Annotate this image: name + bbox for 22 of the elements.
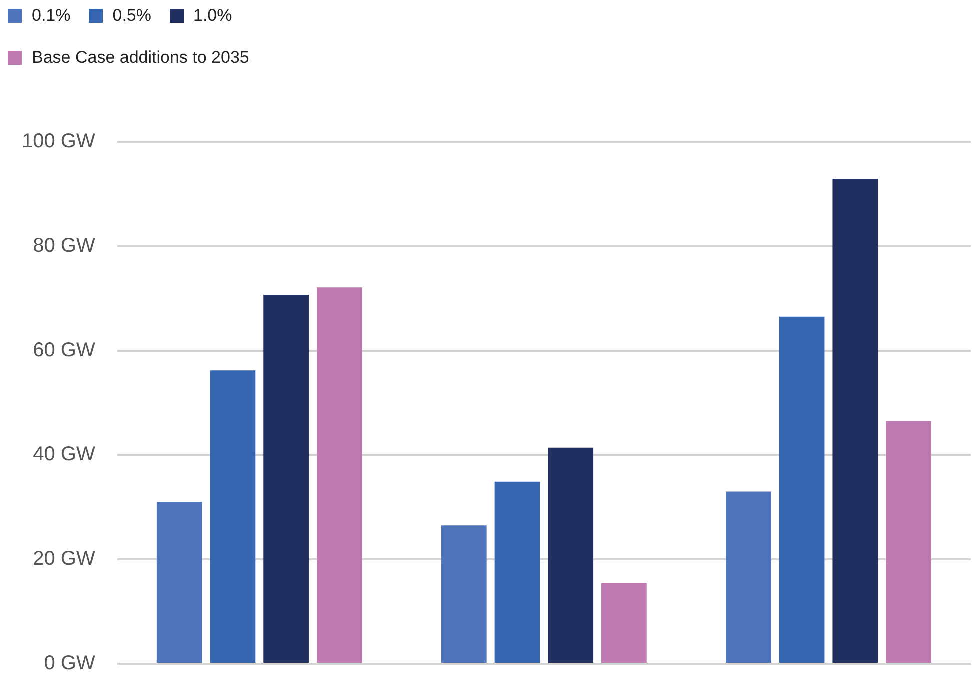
y-tick-label: 80 GW	[33, 234, 96, 257]
y-tick-label: 40 GW	[33, 444, 96, 466]
y-tick-label: 20 GW	[33, 548, 96, 570]
bar	[602, 583, 647, 663]
y-tick-label: 60 GW	[33, 339, 96, 362]
bar	[210, 370, 256, 663]
legend-label: Base Case additions to 2035	[32, 48, 250, 68]
legend-label: 1.0%	[194, 6, 232, 26]
bar	[156, 502, 202, 663]
y-tick-label: 0 GW	[44, 652, 96, 675]
y-tick-label: 100 GW	[22, 130, 96, 153]
bar	[316, 288, 362, 663]
bar	[886, 421, 932, 663]
legend-label: 0.5%	[112, 6, 152, 26]
bar	[832, 179, 878, 663]
bar	[441, 526, 487, 663]
bar	[494, 482, 540, 663]
bar	[779, 316, 825, 663]
bar	[726, 492, 772, 663]
bar	[264, 294, 309, 663]
legend-label: 0.1%	[32, 6, 71, 26]
bar	[548, 448, 594, 663]
